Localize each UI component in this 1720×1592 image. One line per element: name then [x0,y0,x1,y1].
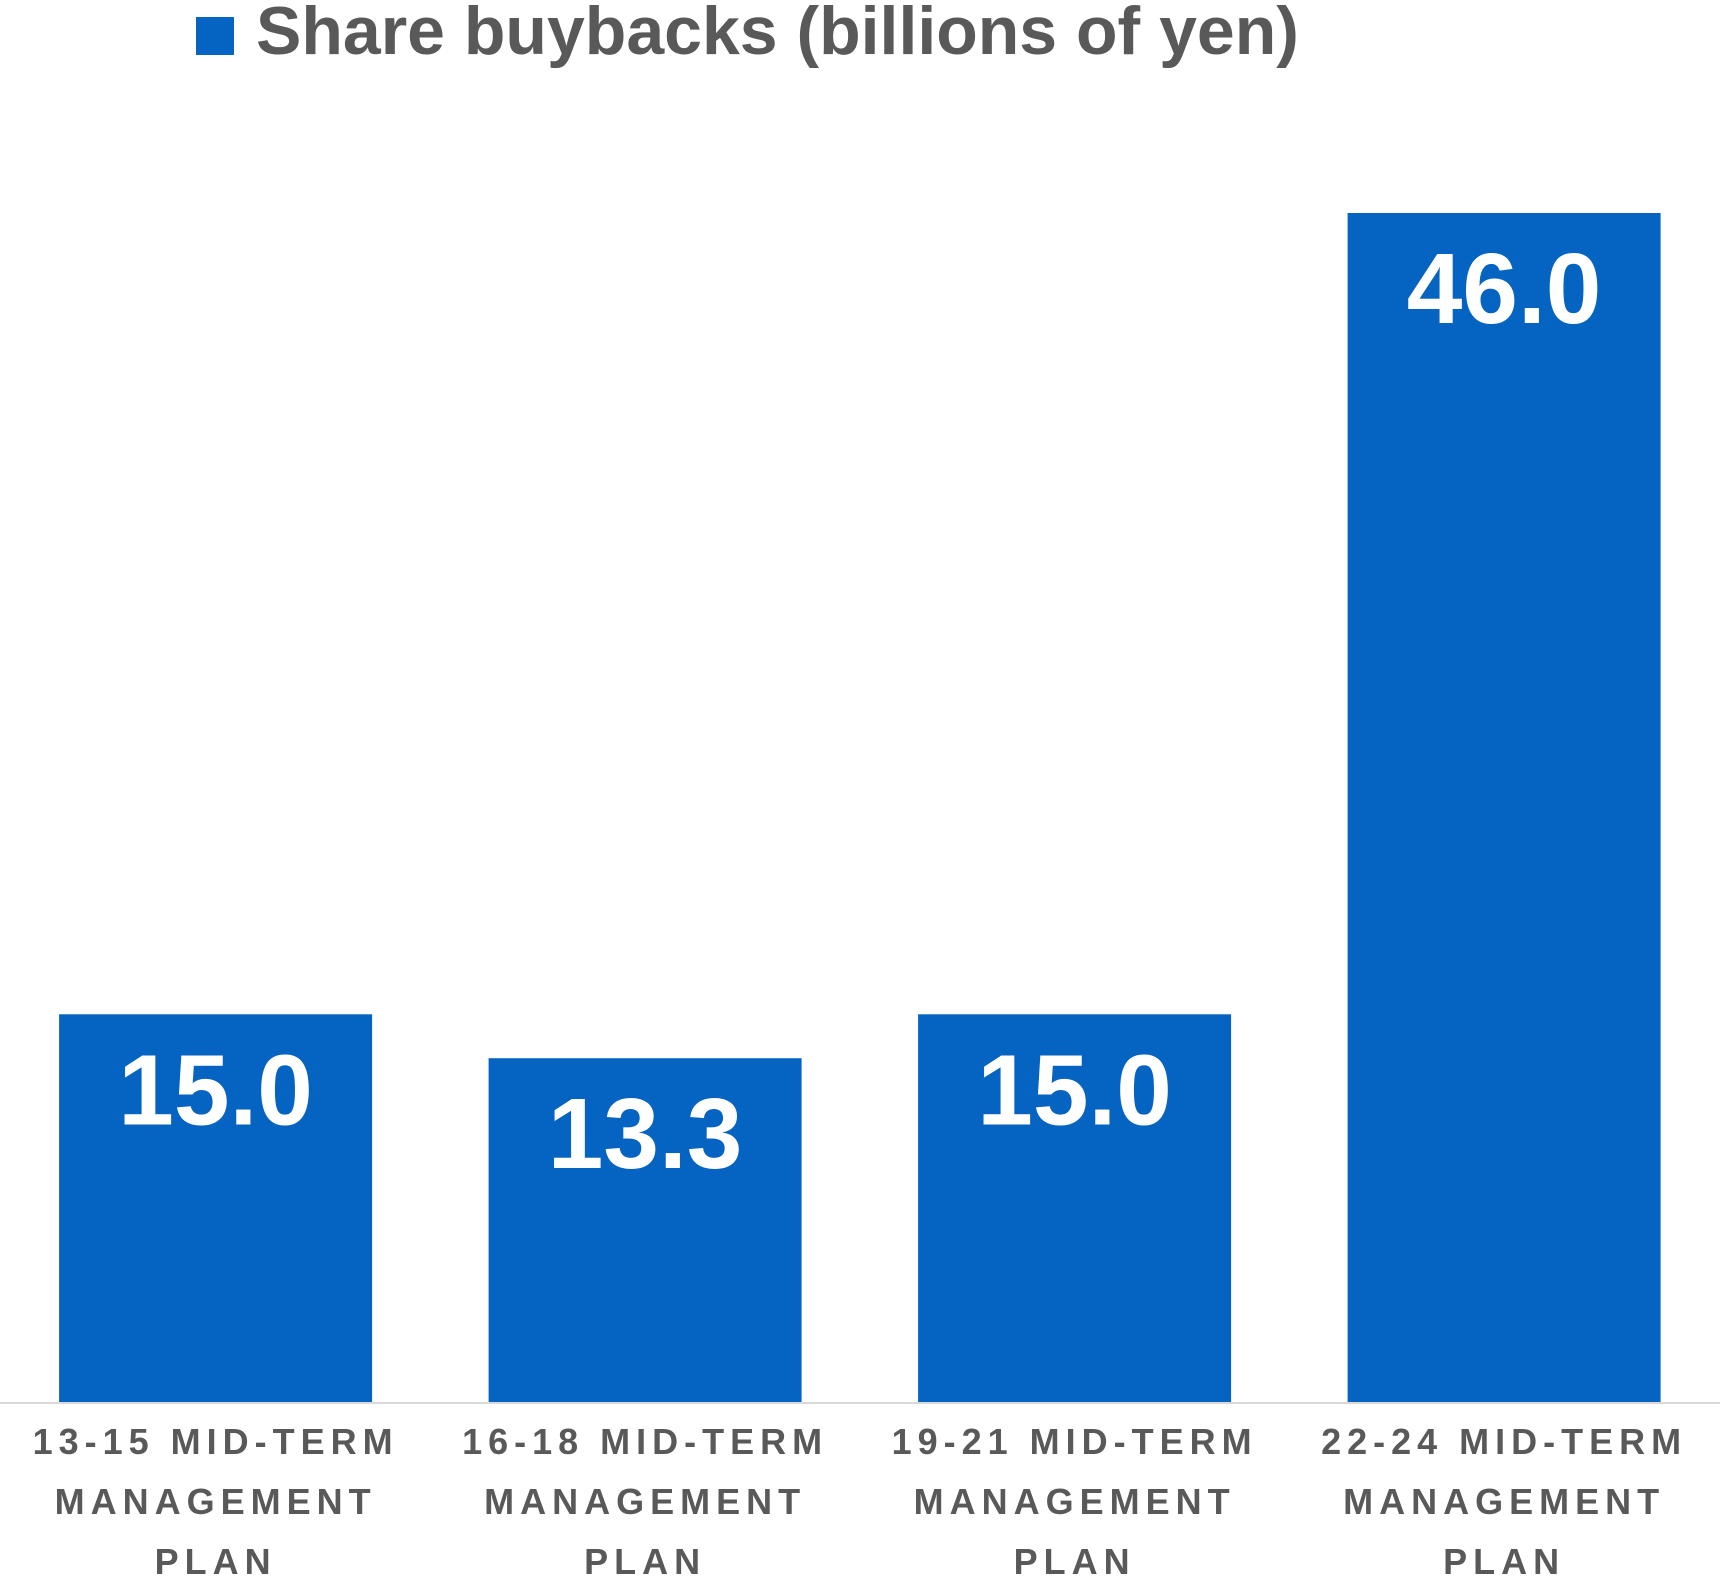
x-tick-label: 13-15 MID-TERM MANAGEMENT PLAN [32,1421,399,1582]
x-tick-label: 16-18 MID-TERM MANAGEMENT PLAN [462,1421,829,1582]
x-tick-label: 19-21 MID-TERM MANAGEMENT PLAN [891,1421,1258,1582]
bar [488,1058,802,1402]
x-tick-label: 22-24 MID-TERM MANAGEMENT PLAN [1321,1421,1688,1582]
legend-swatch [196,17,234,55]
value-label: 46.0 [1407,233,1602,345]
value-label: 15.0 [977,1034,1172,1146]
value-label: 15.0 [118,1034,313,1146]
legend-label: Share buybacks (billions of yen) [256,0,1299,69]
value-label: 13.3 [548,1078,743,1190]
bar [1347,213,1661,1402]
bar [59,1014,373,1402]
bar [918,1014,1232,1402]
